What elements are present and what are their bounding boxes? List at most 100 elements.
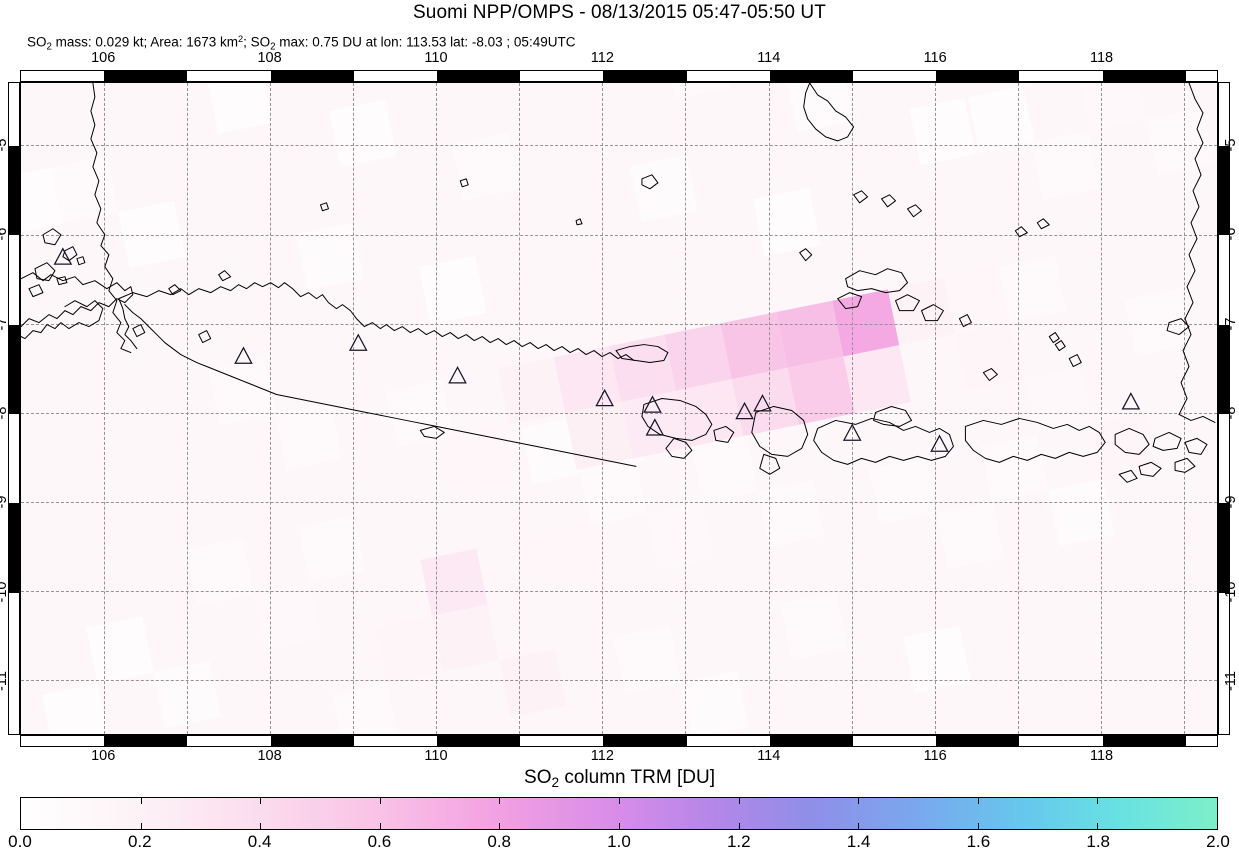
colorbar-tick (379, 798, 381, 804)
y-tick-left--10: -10 (0, 581, 10, 603)
colorbar-tick (499, 798, 501, 804)
colorbar-tick (977, 823, 979, 829)
mid-text: ; SO (243, 34, 271, 50)
x-tick-bottom-106: 106 (91, 748, 116, 764)
axis-band-segment (270, 71, 354, 81)
axis-band-segment (1102, 71, 1186, 81)
volcano-marker-volcano-raung (644, 397, 661, 412)
volcano-marker-volcano-west-java (235, 348, 252, 363)
y-tick-left--7: -7 (0, 317, 10, 330)
y-tick-right--5: -5 (1223, 138, 1239, 152)
axis-band-right (1218, 82, 1230, 735)
axis-band-segment (936, 71, 1020, 81)
colorbar-tick (858, 798, 860, 804)
y-tick-right--7: -7 (1223, 317, 1239, 330)
colorbar-tick (499, 823, 501, 829)
colorbar-tick (140, 823, 142, 829)
colorbar-label-0.0: 0.0 (8, 832, 32, 851)
volcano-marker-volcano-east-java-1 (596, 390, 613, 405)
axis-band-segment (769, 736, 853, 746)
volcano-marker-volcano-rinjani (844, 425, 861, 440)
measurement-summary: SO2 mass: 0.029 kt; Area: 1673 km2; SO2 … (27, 34, 575, 52)
volcano-marker-volcano-central-java-2 (449, 367, 466, 382)
colorbar-tick (1097, 823, 1099, 829)
axis-band-segment (9, 324, 19, 414)
axis-band-segment (9, 145, 19, 236)
volcano-marker-volcano-flores (1123, 393, 1140, 408)
axis-band-segment (436, 71, 521, 81)
volcano-marker-volcano-central-java-1 (350, 335, 367, 350)
colorbar-label-2.0: 2.0 (1206, 832, 1230, 851)
x-tick-top-112: 112 (590, 50, 614, 66)
axis-band-segment (603, 71, 687, 81)
colorbar-title: SO2 column TRM [DU] (0, 767, 1239, 790)
x-tick-top-118: 118 (1089, 50, 1114, 66)
y-tick-left--5: -5 (0, 138, 10, 152)
volcano-marker-volcano-sumbawa (931, 436, 948, 451)
colorbar-label-0.8: 0.8 (487, 832, 512, 851)
colorbar-label-1.8: 1.8 (1086, 832, 1111, 851)
volcano-marker-volcano-ijen (647, 420, 664, 435)
so2-mass-prefix: SO (27, 34, 47, 50)
x-tick-top-110: 110 (424, 50, 448, 66)
volcano-markers-overlay (21, 83, 1217, 734)
y-tick-right--8: -8 (1223, 406, 1239, 420)
y-tick-left--11: -11 (0, 671, 10, 692)
axis-band-segment (9, 503, 19, 593)
y-tick-left--8: -8 (0, 406, 10, 420)
map-data-layer (21, 83, 1217, 734)
colorbar-tick (977, 798, 979, 804)
colorbar-tick (619, 823, 620, 829)
colorbar[interactable] (20, 797, 1218, 830)
axis-band-segment (1102, 736, 1186, 746)
colorbar-label-0.4: 0.4 (247, 832, 272, 851)
axis-band-segment (270, 736, 354, 746)
y-tick-left--9: -9 (0, 495, 10, 509)
colorbar-title-sub: 2 (551, 774, 560, 790)
colorbar-label-1.0: 1.0 (607, 832, 631, 851)
y-tick-right--10: -10 (1223, 581, 1239, 603)
y-tick-right--9: -9 (1223, 495, 1239, 509)
colorbar-label-1.2: 1.2 (726, 832, 751, 851)
area-exponent: 2 (238, 34, 244, 44)
colorbar-tick (260, 823, 262, 829)
map-frame (20, 82, 1218, 735)
colorbar-label-0.6: 0.6 (367, 832, 392, 851)
x-tick-bottom-118: 118 (1089, 748, 1114, 764)
x-tick-bottom-114: 114 (757, 748, 781, 764)
x-tick-bottom-112: 112 (590, 748, 614, 764)
page-title: Suomi NPP/OMPS - 08/13/2015 05:47-05:50 … (413, 2, 826, 23)
colorbar-label-1.4: 1.4 (846, 832, 871, 851)
axis-band-bottom (20, 735, 1218, 747)
axis-band-left (8, 82, 20, 735)
x-tick-bottom-110: 110 (424, 748, 448, 764)
x-tick-top-116: 116 (923, 50, 947, 66)
volcano-marker-krakatau (55, 249, 72, 264)
colorbar-title-pre: SO (524, 767, 552, 788)
colorbar-tick (858, 823, 860, 829)
map-plot-area[interactable] (20, 82, 1218, 735)
subscript-2-a: 2 (46, 41, 52, 53)
x-tick-bottom-108: 108 (257, 748, 282, 764)
subscript-2-b: 2 (270, 41, 276, 53)
colorbar-label-0.2: 0.2 (127, 832, 152, 851)
max-text: max: 0.75 DU at lon: 113.53 lat: -8.03 ;… (275, 34, 576, 50)
colorbar-title-post: column TRM [DU] (559, 767, 715, 788)
colorbar-tick (738, 823, 740, 829)
axis-band-segment (1219, 324, 1229, 414)
x-tick-top-108: 108 (257, 50, 282, 66)
colorbar-tick (260, 798, 262, 804)
axis-band-segment (769, 71, 853, 81)
x-tick-top-114: 114 (757, 50, 781, 66)
colorbar-tick (738, 798, 740, 804)
axis-band-segment (1219, 145, 1229, 236)
coastline-overlay (21, 83, 1217, 734)
volcano-marker-volcano-bali-1 (736, 403, 753, 418)
x-tick-bottom-116: 116 (923, 748, 947, 764)
axis-band-segment (1219, 503, 1229, 593)
y-tick-right--6: -6 (1223, 227, 1239, 241)
axis-band-segment (603, 736, 687, 746)
colorbar-tick (619, 798, 620, 804)
colorbar-tick (140, 798, 142, 804)
volcano-marker-volcano-bali-2 (754, 395, 771, 410)
